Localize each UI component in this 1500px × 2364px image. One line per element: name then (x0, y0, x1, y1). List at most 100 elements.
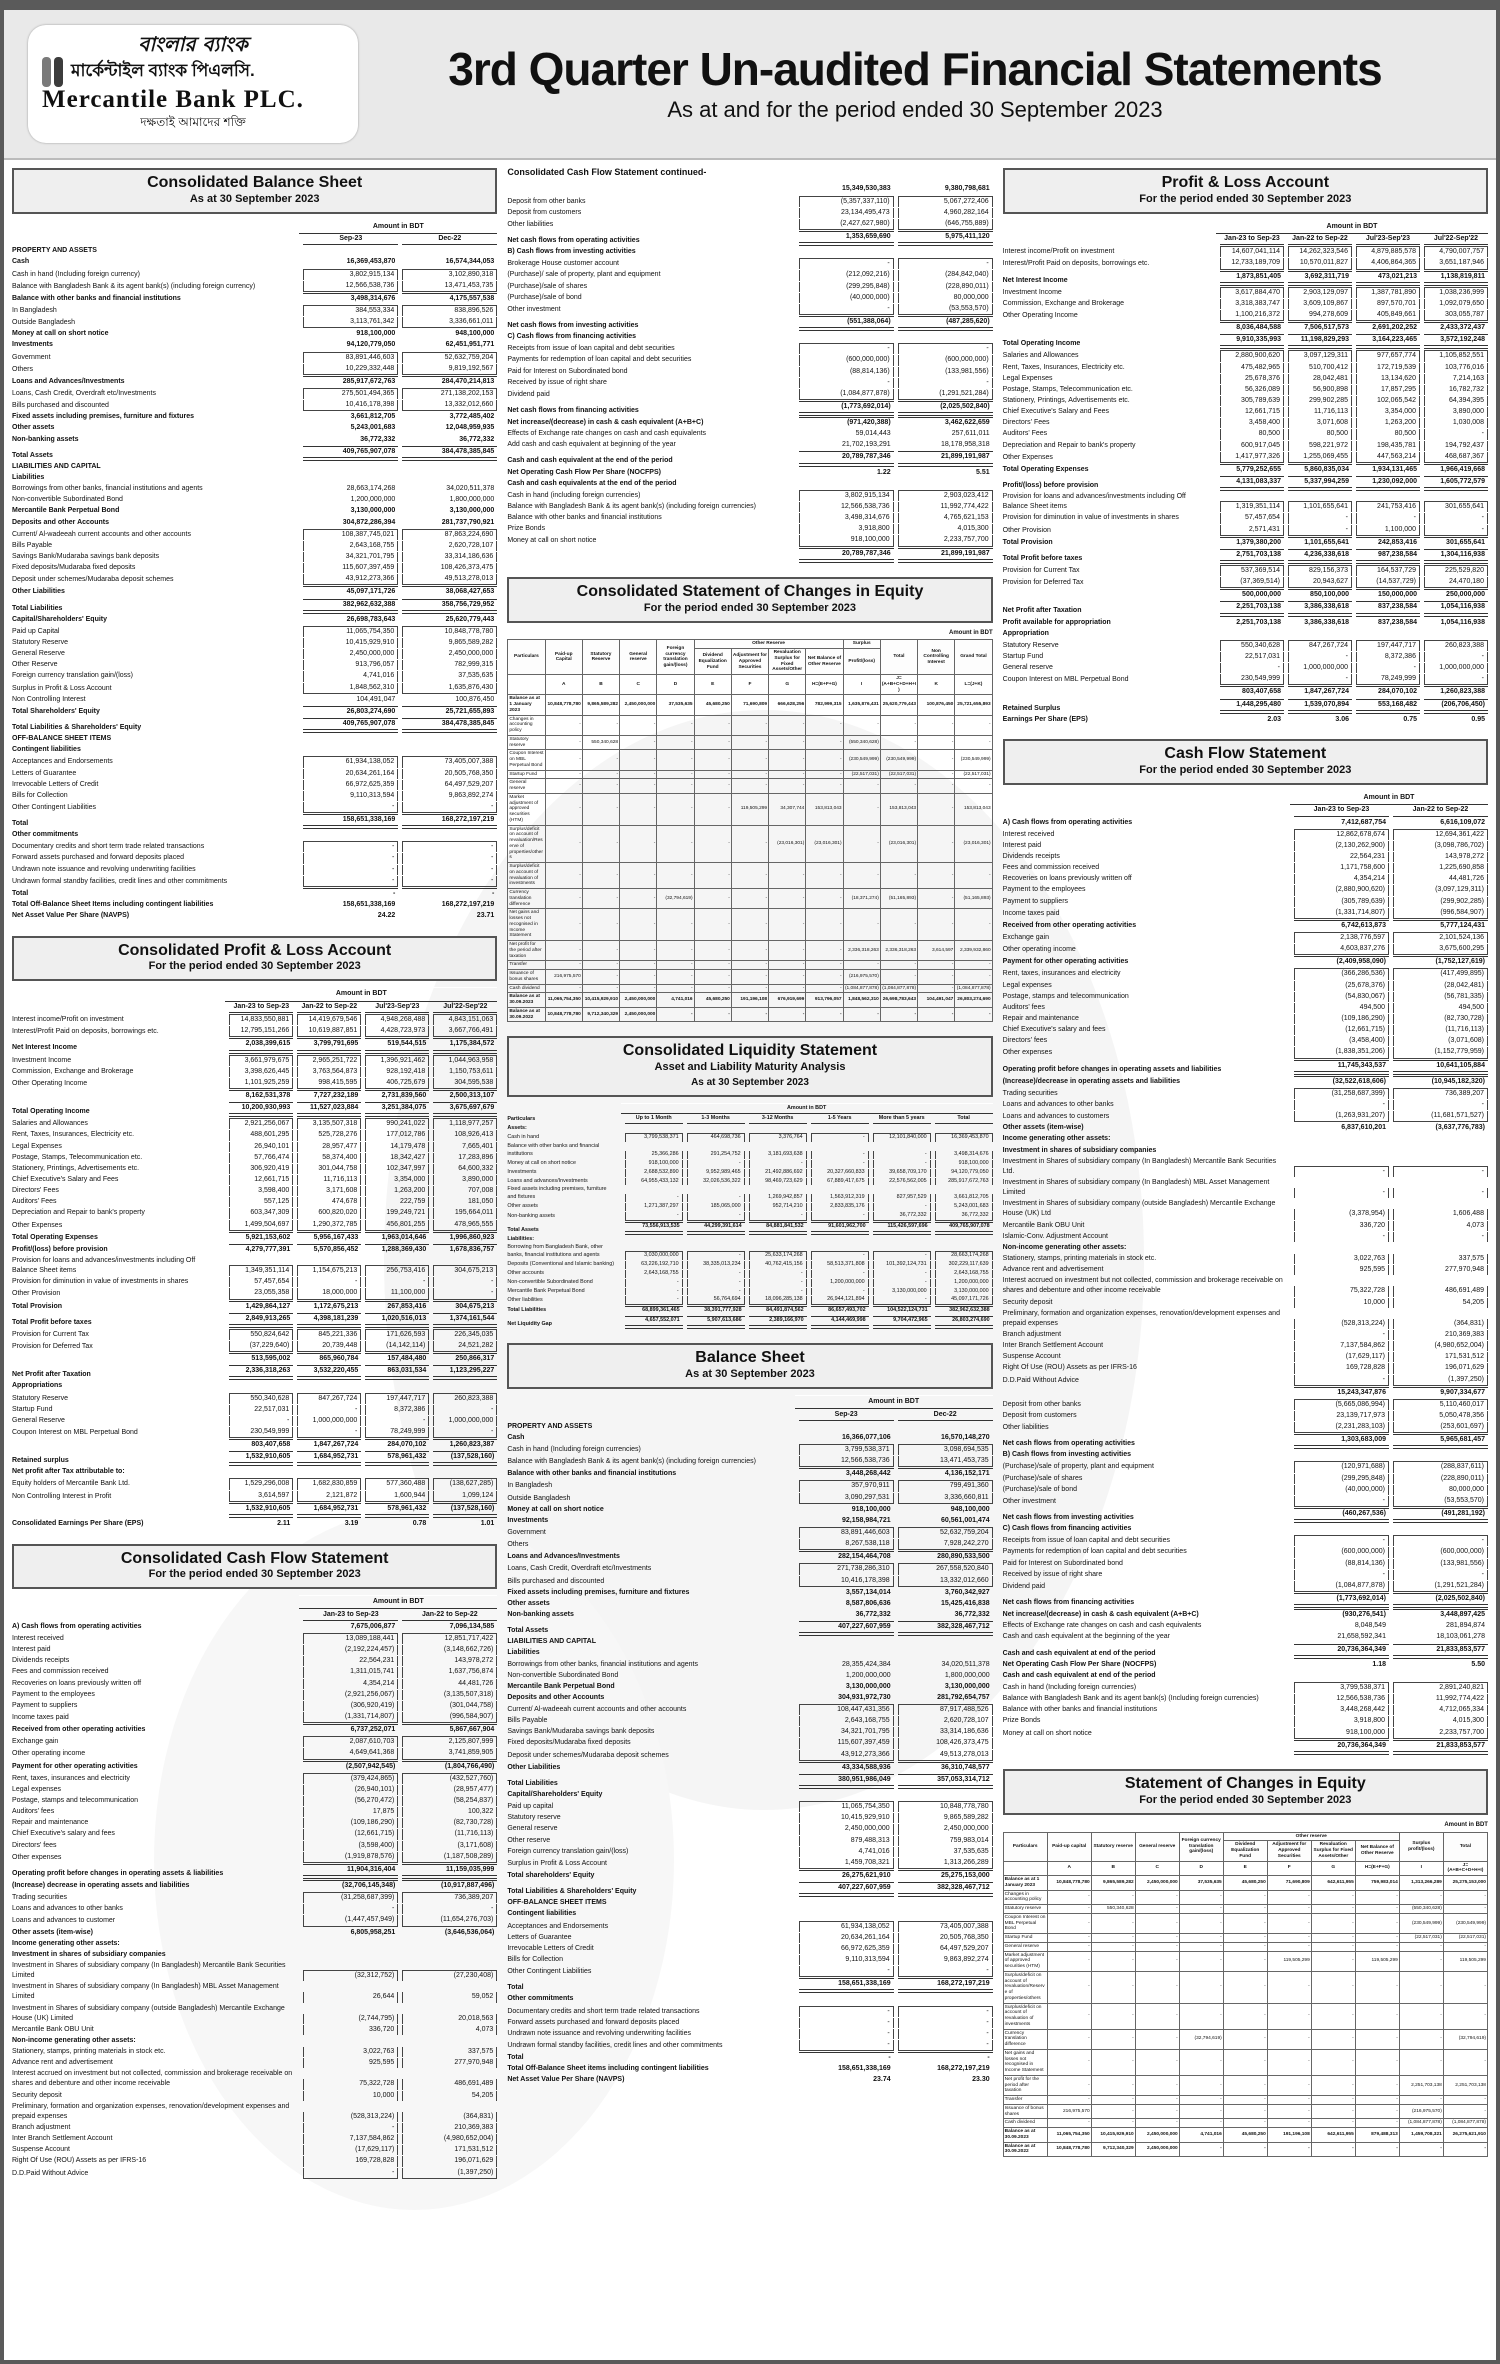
value-cell: 3,398,626,445 (229, 1066, 294, 1077)
value-cell: 2,965,251,722 (297, 1054, 362, 1066)
table-row: Balance with other banks and financial i… (507, 1468, 993, 1480)
value-cell: 1,118,977,257 (433, 1118, 498, 1130)
value-cell: (2,507,942,545) (303, 1760, 399, 1772)
row-label: Interest received (1002, 830, 1055, 838)
value-cell: - (748, 1269, 807, 1278)
value-cell: - (954, 969, 993, 985)
value-cell: 1,873,851,405 (1219, 270, 1284, 286)
row-label: Balance as at 30.09.2022 (507, 1006, 546, 1023)
row-label: Right Of Use (ROU) Assets as per IFRS-16 (12, 2157, 147, 2165)
table-row: Other expenses (1,838,351,206) (1,152,779,… (1003, 1047, 1488, 1059)
table-row: Retained Surplus 1,448,295,480 1,539,070,8… (1003, 698, 1488, 714)
value-cell: 66,972,625,359 (303, 779, 399, 790)
value-cell: - (544, 960, 583, 971)
value-cell: 2,138,776,597 (1293, 932, 1389, 944)
value-cell: - (581, 908, 621, 942)
value-cell: 9,704,472,965 (872, 1316, 931, 1329)
row-label: Total Liabilities & Shareholders' Equity (12, 723, 142, 731)
table-row: Balance with other banks and financial i… (507, 1143, 993, 1160)
value-cell: 2.03 (1267, 715, 1281, 723)
row-label: Balance with Bangladesh Bank & its agent… (507, 1458, 756, 1466)
value-cell: - (1287, 524, 1352, 536)
table-row: A) Cash flows from operating activities 7… (1003, 817, 1488, 828)
table-row: Government 83,891,446,603 52,632,759,204 (12, 351, 498, 363)
value-cell: (491,281,192) (1392, 1508, 1488, 1524)
value-cell: 37,535,635 (656, 694, 695, 716)
value-cell: 12,862,678,674 (1293, 828, 1389, 840)
value-cell: - (1266, 2118, 1312, 2129)
row-label: Appropriation (1002, 629, 1049, 637)
value-cell: 1,529,296,008 (229, 1478, 294, 1490)
value-cell: - (686, 1269, 745, 1278)
value-cell: 7,412,687,754 (1341, 818, 1386, 826)
table-row: Other commitments (507, 1994, 992, 2005)
value-cell: 2,233,757,700 (897, 535, 993, 547)
row-label: PROPERTY AND ASSETS (12, 247, 97, 255)
value-cell: 303,055,787 (1423, 310, 1488, 322)
value-cell: (23,016,301) (768, 824, 807, 864)
table-row: General Reserve -1,000,000,000-1,000,000,… (12, 1415, 498, 1426)
value-cell: 75,322,728 (303, 2079, 399, 2090)
value-cell: 473,021,213 (1355, 270, 1420, 286)
table-row: Net cash flows from financing activities… (1003, 1593, 1488, 1609)
value-cell: 22,564,231 (1293, 852, 1389, 863)
value-cell: - (656, 908, 695, 942)
value-cell: 157,484,480 (365, 1353, 430, 1364)
row-label: Non-banking assets (12, 435, 79, 443)
value-cell: 337,575 (402, 2047, 498, 2058)
value-cell: 2,620,728,107 (897, 1716, 993, 1727)
value-cell: 1,800,000,000 (944, 1671, 990, 1679)
value-cell: 38,335,013,234 (686, 1261, 745, 1269)
table-row: (Increase) decrease in operating assets … (12, 1879, 498, 1891)
bank-tagline: দক্ষতাই আমাদের শক্তি (140, 115, 246, 129)
value-cell: 3,164,223,465 (1355, 334, 1420, 350)
value-cell: - (544, 749, 583, 771)
table-row: Fixed deposits/Mudaraba fixed deposits 11… (507, 1738, 993, 1749)
row-label: LIABILITIES AND CAPITAL (12, 462, 101, 470)
row-label: Total Shareholders' Equity (12, 707, 100, 715)
table-row: Paid for Interest on Subordinated bond (8… (1003, 1558, 1488, 1569)
row-label: Balance with other banks and financial i… (507, 1470, 677, 1478)
value-cell: 5,921,153,602 (229, 1231, 294, 1243)
value-cell: 216,975,570 (544, 969, 583, 985)
row-label: Total Assets (507, 1226, 539, 1233)
column-headers: Sep-23 Dec-22 (12, 234, 498, 246)
row-label: Dividends receipts (12, 1657, 70, 1665)
value-cell: 267,853,416 (365, 1300, 430, 1312)
row-label: Other Provision (12, 1290, 61, 1298)
value-cell: 281,792,654,757 (937, 1693, 990, 1701)
table-row: Loans and advances to other banks - - (1003, 1099, 1488, 1111)
row-label: (Purchase)/sale of property, plant and e… (1002, 1463, 1154, 1471)
table-row: Statutory Reserve 550,340,628 847,267,724 1… (1003, 639, 1488, 651)
row-label: Others (507, 1541, 529, 1549)
row-label: Changes in accounting policy (1002, 1889, 1048, 1906)
value-cell: - (1354, 1912, 1400, 1935)
value-cell: 168,272,197,219 (441, 901, 495, 909)
table-row: Operating profit before changes in opera… (12, 1863, 498, 1879)
row-label: Deposit under schemes/Mudaraba deposit s… (507, 1751, 669, 1759)
value-cell: - (917, 792, 956, 826)
value-cell: 11,716,113 (297, 1174, 362, 1186)
value-cell: - (656, 940, 695, 962)
value-cell: 1,000,000,000 (1423, 663, 1488, 674)
row-label: Profit available for appropriation (1002, 618, 1111, 626)
table-row: Investment in Shares of subsidiary compa… (12, 2003, 498, 2024)
value-cell: - (1090, 1933, 1136, 1943)
value-cell: 2,101,524,136 (1392, 932, 1488, 944)
value-cell: (32,794,619) (1442, 2028, 1488, 2050)
row-label: Letters of Guarantee (12, 769, 77, 777)
value-cell: 10,415,929,910 (798, 1813, 894, 1824)
table-row: Mercantile Bank Perpetual Bond - - - -3,130,… (507, 1287, 993, 1296)
value-cell: - (897, 2040, 993, 2052)
value-cell: (550,340,628) (1398, 1904, 1444, 1914)
table-row: Statutory reserve -550,340,628- - - - - - (550,… (1002, 1904, 1488, 1914)
value-cell: 92,158,984,721 (841, 1516, 891, 1524)
value-cell: (3,171,608) (402, 1840, 498, 1851)
table-row: Fixed assets including premises, furnitu… (507, 1587, 992, 1598)
value-cell: 3,760,342,927 (944, 1588, 990, 1596)
row-label: Payment to suppliers (1002, 897, 1069, 905)
row-label: Total Operating Income (1002, 340, 1081, 348)
row-label: Balance as at 30.09.2023 (1002, 2127, 1048, 2143)
table-row: Fixed deposits/Mudaraba fixed deposits 11… (12, 563, 498, 574)
table-row: Payment for other operating activities (2… (1003, 956, 1488, 968)
